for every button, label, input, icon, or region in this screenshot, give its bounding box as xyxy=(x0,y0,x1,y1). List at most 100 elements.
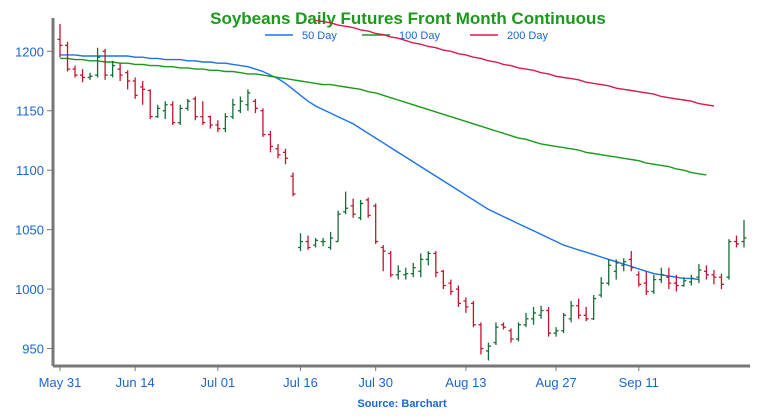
ohlc-bar xyxy=(681,277,687,287)
ohlc-bar xyxy=(125,70,131,90)
ohlc-bar xyxy=(606,259,612,286)
ohlc-bar xyxy=(140,81,146,105)
x-tick-label: Aug 13 xyxy=(445,375,486,390)
ohlc-bar xyxy=(328,232,334,250)
ohlc-bar xyxy=(305,235,311,250)
y-tick-label: 950 xyxy=(22,342,44,357)
ohlc-bar xyxy=(95,47,101,78)
ohlc-bar xyxy=(245,89,251,111)
ohlc-bar xyxy=(711,270,717,285)
ohlc-bar xyxy=(57,23,63,58)
legend-label: 200 Day xyxy=(507,30,548,42)
ohlc-bar xyxy=(478,322,484,355)
ohlc-bar xyxy=(350,198,356,218)
ohlc-bar xyxy=(688,274,694,286)
ohlc-bar xyxy=(200,101,206,126)
x-tick-label: Sep 11 xyxy=(619,375,659,390)
y-tick-label: 1150 xyxy=(16,104,44,119)
x-tick-label: Aug 27 xyxy=(535,375,576,390)
ohlc-bar xyxy=(252,98,258,114)
ohlc-bar xyxy=(448,279,454,296)
y-tick-label: 1050 xyxy=(15,223,44,238)
ohlc-bar xyxy=(185,98,191,111)
ohlc-bar xyxy=(508,328,514,343)
ohlc-bar xyxy=(147,89,153,120)
ohlc-bar xyxy=(80,69,86,83)
ohlc-bar xyxy=(335,210,341,243)
ohlc-bar xyxy=(673,274,679,292)
ohlc-bar xyxy=(651,274,657,294)
ohlc-bar xyxy=(267,130,273,153)
legend-item-1: 50 Day xyxy=(265,30,337,42)
ohlc-bar xyxy=(598,277,604,298)
ohlc-bar xyxy=(260,108,266,137)
ohlc-bar xyxy=(425,251,431,266)
ohlc-bar xyxy=(320,237,326,247)
ohlc-bar xyxy=(298,233,304,252)
ohlc-bar xyxy=(485,342,491,361)
ohlc-bar xyxy=(162,101,168,120)
ohlc-bar xyxy=(576,298,582,319)
ohlc-bar xyxy=(222,113,228,133)
ohlc-bar xyxy=(628,251,634,272)
x-tick-label: Jul 01 xyxy=(200,375,235,390)
ohlc-bar xyxy=(177,104,183,126)
ohlc-bar xyxy=(613,259,619,280)
ohlc-bar xyxy=(418,253,424,278)
legend-label: 50 Day xyxy=(302,30,337,42)
ohlc-bar xyxy=(207,115,213,129)
ohlc-bar xyxy=(523,312,529,328)
ohlc-bar xyxy=(275,144,281,159)
ohlc-bar xyxy=(703,265,709,280)
ohlc-bar xyxy=(463,297,469,313)
chart-title: Soybeans Daily Futures Front Month Conti… xyxy=(210,9,606,28)
ohlc-bar xyxy=(102,48,108,80)
ma-line-3 xyxy=(315,19,715,107)
ohlc-bar xyxy=(666,267,672,290)
ohlc-bar xyxy=(718,273,724,290)
ohlc-bar xyxy=(395,265,401,280)
ohlc-bar xyxy=(410,262,416,278)
ohlc-bar xyxy=(636,271,642,287)
ohlc-bar xyxy=(237,96,243,114)
ohlc-bar xyxy=(215,120,221,133)
x-tick-label: Jul 30 xyxy=(358,375,393,390)
y-tick-label: 1200 xyxy=(15,44,44,59)
ohlc-bar xyxy=(373,203,379,244)
ohlc-bars xyxy=(57,23,747,361)
ohlc-bar xyxy=(658,267,664,284)
ohlc-bar xyxy=(290,172,296,197)
ohlc-bar xyxy=(643,271,649,296)
ohlc-bar xyxy=(170,101,176,126)
ohlc-bar xyxy=(561,312,567,334)
ohlc-bar xyxy=(538,305,544,319)
ohlc-bar xyxy=(553,327,559,337)
ohlc-bar xyxy=(388,251,394,278)
ohlc-bar xyxy=(380,245,386,272)
y-axis-ticks: 950 1000 1050 1100 1150 1200 xyxy=(15,44,53,357)
ohlc-bar xyxy=(591,295,597,321)
ohlc-bar xyxy=(403,267,409,280)
ohlc-bar xyxy=(516,322,522,342)
ohlc-bar xyxy=(87,72,93,80)
source-label: Source: Barchart xyxy=(357,398,447,410)
x-axis-ticks: May 31 Jun 14 Jul 01 Jul 16 Jul 30 Aug 13 Aug … xyxy=(39,366,659,390)
ohlc-bar xyxy=(72,65,78,78)
legend: 50 Day 100 Day 200 Day xyxy=(265,30,548,42)
ohlc-bar xyxy=(343,191,349,215)
ohlc-bar xyxy=(621,258,627,272)
y-tick-label: 1100 xyxy=(16,163,44,178)
ma-line-2 xyxy=(60,57,707,176)
legend-label: 100 Day xyxy=(399,30,440,42)
legend-item-2: 100 Day xyxy=(362,30,440,42)
ohlc-bar xyxy=(726,239,732,280)
ohlc-bar xyxy=(358,199,364,221)
ohlc-bar xyxy=(696,264,702,284)
ohlc-bar xyxy=(313,237,319,248)
ohlc-bar xyxy=(65,41,71,72)
ohlc-bar xyxy=(741,220,747,248)
ma-line-1 xyxy=(60,54,700,281)
ohlc-bar xyxy=(531,306,537,325)
